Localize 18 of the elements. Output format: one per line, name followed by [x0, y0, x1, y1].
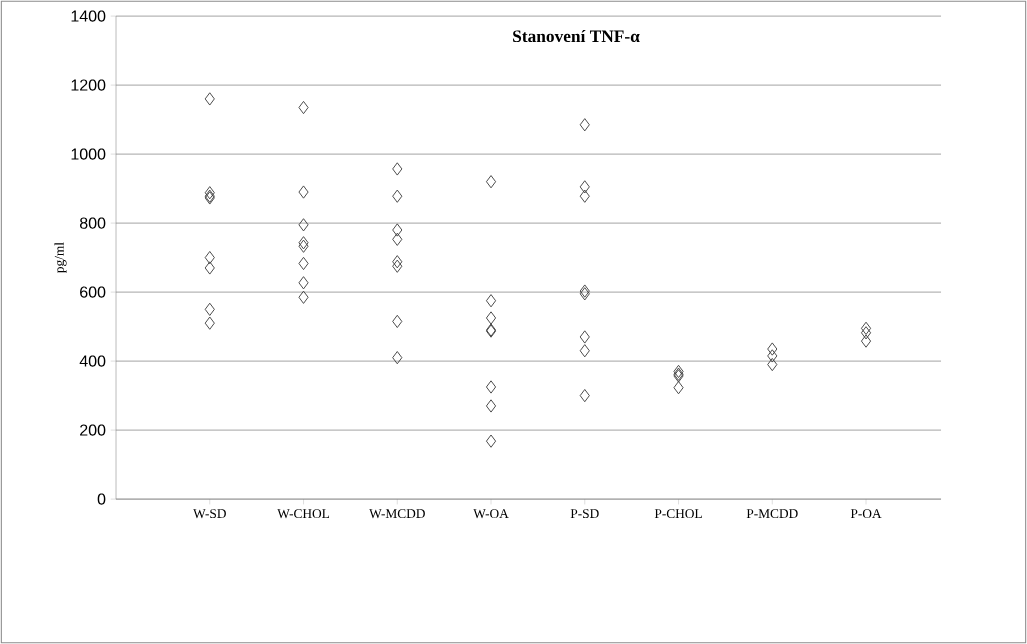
y-tick-label: 200	[80, 424, 106, 436]
x-tick-label: W-SD	[193, 509, 226, 519]
x-tick-label: W-MCDD	[369, 509, 425, 519]
y-tick-label: 1400	[71, 10, 106, 22]
y-tick-label: 1200	[71, 79, 106, 91]
x-tick-label: P-OA	[850, 509, 882, 519]
text: Stanovení TNF-α	[513, 29, 640, 43]
x-tick-label: P-SD	[570, 509, 599, 519]
x-tick-label: P-MCDD	[746, 509, 798, 519]
y-tick-label: 0	[97, 493, 106, 505]
x-tick-label: W-CHOL	[277, 509, 330, 519]
x-tick-label: W-OA	[473, 509, 509, 519]
y-tick-label: 1000	[71, 148, 106, 160]
y-tick-label: 800	[79, 217, 106, 229]
y-tick-label: 600	[80, 286, 106, 298]
y-axis-title: pg/ml	[54, 242, 67, 273]
y-tick-label: 400	[79, 355, 106, 367]
x-tick-label: P-CHOL	[654, 509, 702, 519]
